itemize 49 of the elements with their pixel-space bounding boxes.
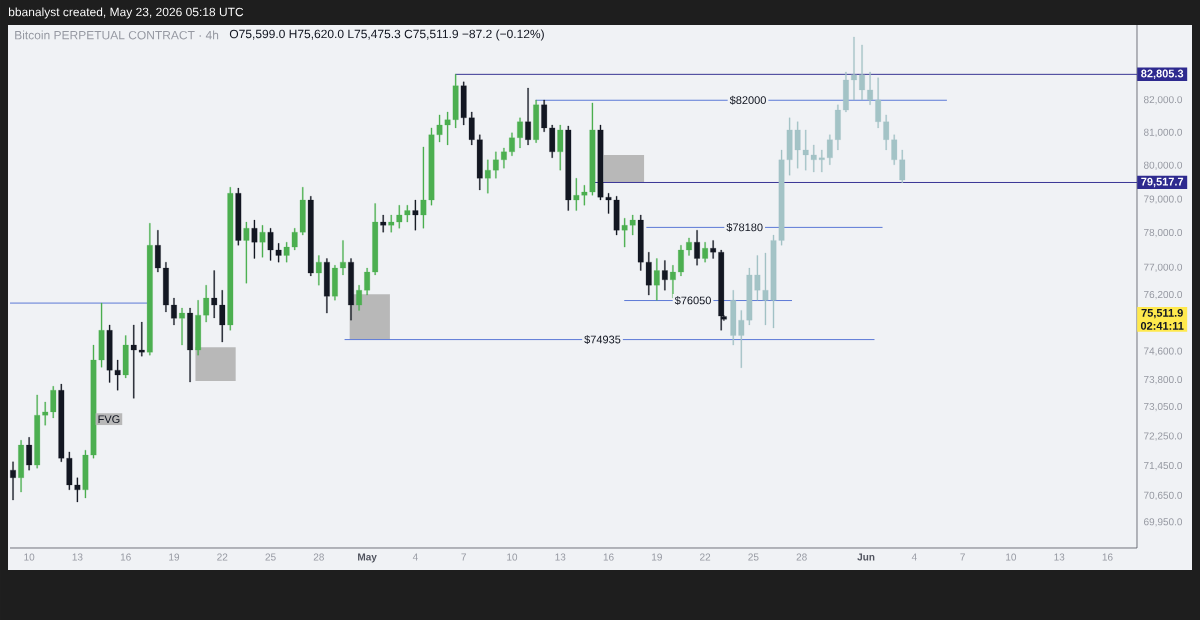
annotation: $78180 bbox=[726, 222, 763, 232]
y-tick-label: 73,800.0 bbox=[1144, 375, 1183, 385]
x-tick-label: 7 bbox=[960, 553, 965, 561]
y-tick-label: 80,000.0 bbox=[1143, 161, 1183, 170]
x-tick-label: 16 bbox=[120, 553, 131, 561]
y-tick-label: 79,000.0 bbox=[1144, 195, 1183, 204]
y-tick-label: 72,250.0 bbox=[1144, 432, 1183, 441]
y-tick-label: 74,600.0 bbox=[1144, 347, 1183, 356]
x-tick-label: 25 bbox=[265, 553, 276, 561]
y-tick-label: 78,000.0 bbox=[1144, 228, 1183, 238]
text: 02:41:11 bbox=[1140, 321, 1184, 330]
y-tick-label: 81,000.0 bbox=[1143, 128, 1183, 137]
x-tick-label: 13 bbox=[555, 553, 566, 561]
annotation: 82,805.3 bbox=[1141, 69, 1184, 79]
y-tick-label: 73,050.0 bbox=[1144, 402, 1183, 412]
chart-subtitle: O75,599.0 H75,620.0 L75,475.3 C75,511.9 −87.2 (−0.12%) bbox=[229, 29, 544, 41]
annotation: $82000 bbox=[729, 95, 766, 105]
x-tick-label: 13 bbox=[1054, 553, 1065, 561]
text: bbanalyst created, May 23, 2026 05:18 UTC bbox=[8, 7, 244, 19]
x-tick-label: 10 bbox=[507, 553, 518, 561]
x-tick-label: 25 bbox=[748, 553, 759, 561]
x-tick-label: 19 bbox=[169, 553, 180, 561]
x-tick-label: 10 bbox=[24, 553, 35, 561]
x-tick-label: 19 bbox=[652, 553, 662, 561]
x-tick-label: 28 bbox=[313, 553, 324, 561]
x-tick-label: 16 bbox=[1102, 553, 1113, 561]
x-tick-label: 10 bbox=[1006, 553, 1017, 561]
text: 75,511.9 bbox=[1141, 308, 1183, 319]
x-tick-label: 4 bbox=[412, 553, 418, 561]
y-tick-label: 82,000.0 bbox=[1143, 96, 1183, 105]
x-tick-label: 16 bbox=[603, 553, 614, 561]
annotation: $76050 bbox=[674, 296, 711, 305]
x-tick-label: 28 bbox=[796, 553, 807, 561]
x-tick-label: Jun bbox=[857, 553, 875, 561]
x-tick-label: 22 bbox=[700, 553, 711, 561]
x-tick-label: May bbox=[358, 553, 377, 563]
y-tick-label: 70,650.0 bbox=[1144, 491, 1183, 500]
y-tick-label: 71,450.0 bbox=[1144, 461, 1183, 471]
x-tick-label: 4 bbox=[911, 553, 917, 561]
chart-title: Bitcoin PERPETUAL CONTRACT · 4h bbox=[15, 30, 219, 40]
annotation: 79,517.7 bbox=[1141, 177, 1184, 188]
y-tick-label: 77,000.0 bbox=[1144, 263, 1183, 272]
x-tick-label: 22 bbox=[217, 553, 228, 561]
annotation: FVG bbox=[98, 415, 120, 424]
y-tick-label: 76,200.0 bbox=[1144, 290, 1183, 300]
annotation: $74935 bbox=[584, 335, 621, 345]
y-tick-label: 69,950.0 bbox=[1144, 518, 1183, 527]
x-tick-label: 13 bbox=[72, 553, 83, 561]
x-tick-label: 7 bbox=[461, 553, 466, 561]
